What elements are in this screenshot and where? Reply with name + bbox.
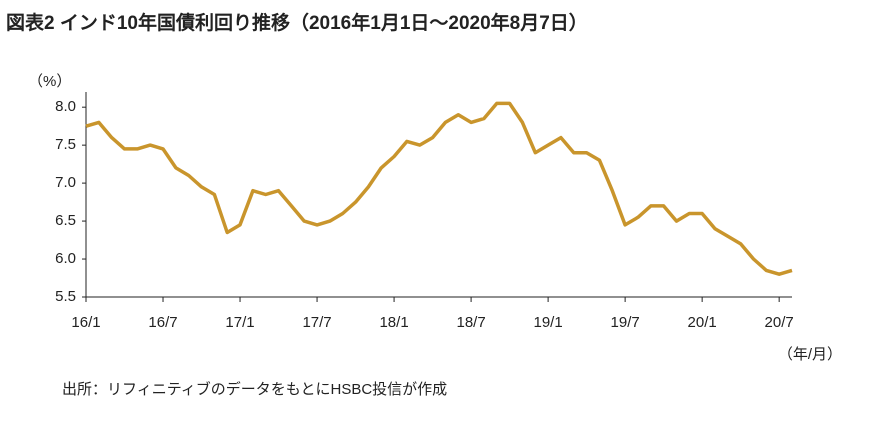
- x-tick-label: 19/1: [534, 314, 563, 331]
- y-tick-label: 7.0: [55, 174, 76, 191]
- x-tick-label: 18/7: [456, 314, 485, 331]
- x-tick-label: 17/7: [302, 314, 331, 331]
- x-tick-label: 19/7: [611, 314, 640, 331]
- y-unit: （%）: [28, 73, 71, 90]
- y-tick-label: 6.0: [55, 250, 76, 267]
- x-tick-label: 16/7: [148, 314, 177, 331]
- y-tick-label: 5.5: [55, 288, 76, 305]
- chart-title: 図表2 インド10年国債利回り推移（2016年1月1日～2020年8月7日）: [6, 11, 588, 34]
- y-tick-label: 8.0: [55, 98, 76, 115]
- y-tick-label: 6.5: [55, 212, 76, 229]
- source-note: 出所：リフィニティブのデータをもとにHSBC投信が作成: [62, 380, 447, 398]
- y-tick-label: 7.5: [55, 136, 76, 153]
- x-tick-label: 18/1: [379, 314, 408, 331]
- x-unit: （年/月）: [778, 346, 842, 363]
- x-tick-label: 20/1: [688, 314, 717, 331]
- x-tick-label: 17/1: [225, 314, 254, 331]
- data-line: [85, 101, 793, 276]
- x-tick-label: 16/1: [71, 314, 100, 331]
- x-tick-label: 20/7: [765, 314, 794, 331]
